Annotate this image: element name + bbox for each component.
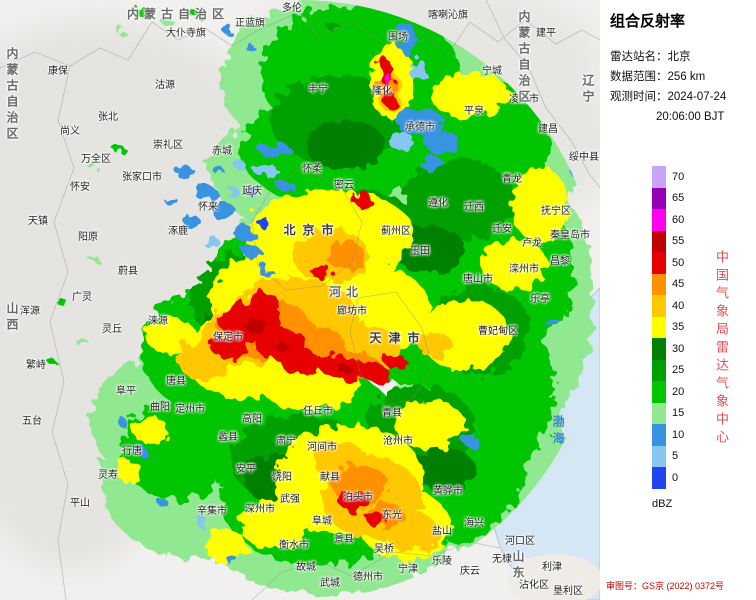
- legend-swatch: [652, 295, 666, 317]
- legend-row: 0: [652, 467, 684, 489]
- radar-echo-layer: [48, 0, 595, 595]
- legend-swatch: [652, 252, 666, 274]
- legend-row: 40: [652, 295, 684, 317]
- legend-swatch: [652, 424, 666, 446]
- legend-swatch: [652, 166, 666, 188]
- legend-row: 55: [652, 230, 685, 252]
- legend-row: 25: [652, 359, 685, 381]
- legend-swatch: [652, 316, 666, 338]
- map-license-number: 审图号：GS京 (2022) 0372号: [606, 581, 725, 591]
- legend-swatch: [652, 359, 666, 381]
- legend-value: 20: [672, 385, 685, 398]
- legend-row: 20: [652, 381, 684, 403]
- legend-value: 40: [672, 299, 685, 312]
- legend: 70 65 60 55 50 45 40 35 30 25 20 15 10 5 0 dBZ: [652, 166, 684, 510]
- product-title: 组合反射率: [610, 13, 686, 30]
- legend-value: 35: [672, 321, 685, 334]
- legend-value: 60: [672, 213, 685, 226]
- legend-unit: dBZ: [652, 497, 673, 510]
- range-value: 256 km: [667, 71, 706, 83]
- legend-row: 70: [652, 166, 684, 188]
- legend-value: 15: [672, 407, 685, 420]
- legend-row: 15: [652, 402, 685, 424]
- province-borders: [0, 0, 600, 600]
- legend-swatch: [652, 445, 666, 467]
- radar-map: 内蒙古自治区 多伦 大仆寺旗 正蓝旗 喀喇沁旗 围场 建平 丰宁 隆化 承德市 平泉 宁城 凌源市 建昌绥…: [0, 0, 600, 600]
- radar-echo-specks: [115, 8, 342, 51]
- legend-swatch: [652, 187, 666, 209]
- legend-row: 65: [652, 187, 685, 209]
- legend-swatch: [652, 209, 666, 231]
- station-line: 雷达站名：北京: [610, 47, 756, 67]
- legend-swatch: [652, 230, 666, 252]
- time-line: 观测时间：2024-07-24: [610, 87, 756, 107]
- time-date: 2024-07-24: [667, 91, 727, 103]
- radar-info: 雷达站名：北京 数据范围：256 km 观测时间：2024-07-24 20:0…: [610, 47, 756, 127]
- legend-row: 50: [652, 252, 684, 274]
- legend-swatch: [652, 381, 666, 403]
- station-label: 雷达站名：: [610, 51, 668, 63]
- info-panel: 组合反射率 雷达站名：北京 数据范围：256 km 观测时间：2024-07-2…: [600, 0, 756, 600]
- watermark-text: 中国气象局雷达气象中心: [714, 250, 729, 448]
- time-clock: 20:06:00 BJT: [656, 111, 725, 123]
- legend-value: 0: [672, 471, 679, 484]
- legend-swatch: [652, 467, 666, 489]
- legend-value: 30: [672, 342, 685, 355]
- delta-land: [507, 554, 600, 600]
- legend-row: 10: [652, 424, 684, 446]
- legend-scale: 70 65 60 55 50 45 40 35 30 25 20 15 10 5 0: [652, 166, 684, 489]
- radar-map-canvas: [0, 0, 600, 600]
- range-line: 数据范围：256 km: [610, 67, 756, 87]
- legend-row: 35: [652, 316, 685, 338]
- legend-swatch: [652, 273, 666, 295]
- legend-value: 50: [672, 256, 685, 269]
- legend-row: 5: [652, 445, 684, 467]
- legend-value: 55: [672, 235, 685, 248]
- legend-value: 70: [672, 170, 685, 183]
- legend-swatch: [652, 338, 666, 360]
- legend-value: 65: [672, 192, 685, 205]
- legend-row: 30: [652, 338, 684, 360]
- legend-row: 60: [652, 209, 684, 231]
- legend-value: 10: [672, 428, 685, 441]
- legend-row: 45: [652, 273, 685, 295]
- time-label: 观测时间：: [610, 91, 668, 103]
- legend-value: 5: [672, 450, 679, 463]
- legend-value: 45: [672, 278, 685, 291]
- range-label: 数据范围：: [610, 71, 668, 83]
- legend-value: 25: [672, 364, 685, 377]
- station-value: 北京: [667, 51, 691, 63]
- legend-swatch: [652, 402, 666, 424]
